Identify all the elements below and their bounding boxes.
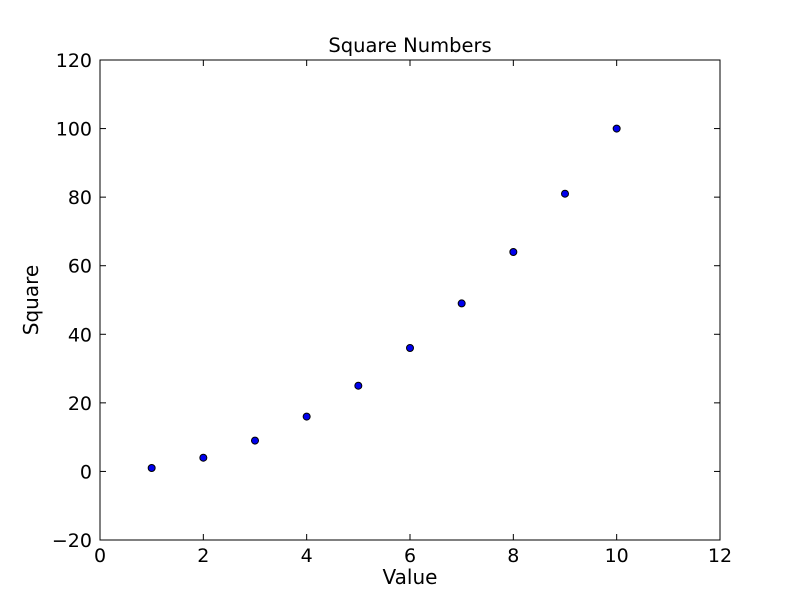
data-point <box>457 299 466 308</box>
x-tick-label: 6 <box>404 545 416 567</box>
x-axis-label: Value <box>383 565 438 589</box>
ticks-layer <box>99 59 721 541</box>
x-tick-label: 12 <box>708 545 732 567</box>
data-point <box>251 436 259 445</box>
data-point <box>199 453 208 462</box>
data-points-layer <box>147 124 621 472</box>
y-tick-label: 120 <box>56 50 92 72</box>
y-tick-label: 40 <box>68 324 92 346</box>
data-point <box>406 344 414 352</box>
x-tick-label: 8 <box>507 545 519 567</box>
data-point <box>354 381 363 390</box>
chart-title: Square Numbers <box>328 34 491 57</box>
y-tick-label: 20 <box>68 393 92 415</box>
plot-border <box>99 59 721 541</box>
y-tick-label: 0 <box>80 461 92 483</box>
x-tick-label: 10 <box>605 545 629 567</box>
y-tick-label: 80 <box>68 187 92 209</box>
y-tick-label: 60 <box>68 256 92 278</box>
x-tick-label: 0 <box>94 545 106 567</box>
data-point <box>561 189 569 198</box>
data-point <box>509 248 518 256</box>
data-point <box>147 464 156 472</box>
data-point <box>302 412 311 421</box>
y-tick-label: −20 <box>52 530 92 552</box>
x-tick-label: 4 <box>301 545 313 567</box>
data-point <box>612 124 621 133</box>
x-tick-label: 2 <box>197 545 209 567</box>
y-axis-label: Square <box>19 265 43 335</box>
y-tick-label: 100 <box>56 119 92 141</box>
